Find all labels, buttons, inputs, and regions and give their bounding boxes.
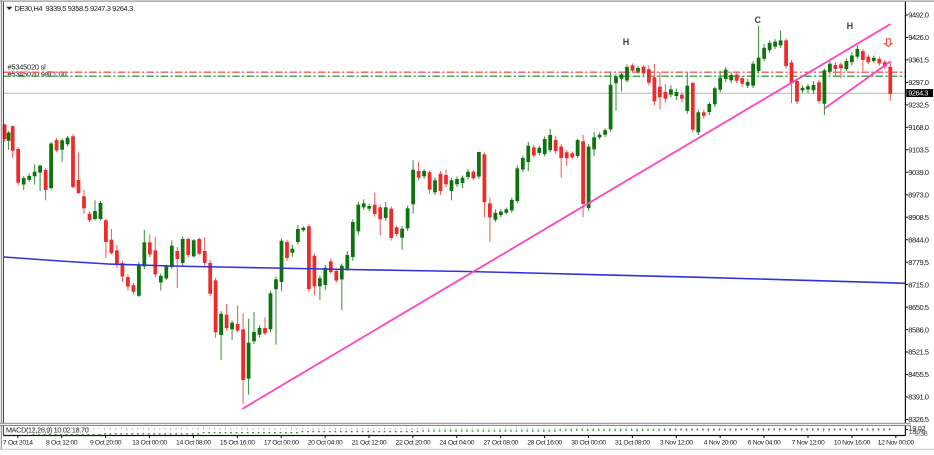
svg-text:9361.5: 9361.5: [908, 56, 929, 65]
svg-text:9264.3: 9264.3: [908, 89, 928, 98]
svg-text:H: H: [623, 37, 630, 47]
svg-text:13 Oct 00:00: 13 Oct 00:00: [132, 440, 167, 447]
svg-text:C: C: [755, 15, 762, 25]
svg-text:12 Nov 00:00: 12 Nov 00:00: [878, 440, 915, 447]
svg-text:4 Nov 20:00: 4 Nov 20:00: [704, 440, 737, 447]
svg-text:9 Oct 20:00: 9 Oct 20:00: [90, 440, 122, 447]
svg-text:8 Oct 12:00: 8 Oct 12:00: [46, 440, 78, 447]
svg-text:3 Nov 12:00: 3 Nov 12:00: [660, 440, 693, 447]
svg-text:9168.0: 9168.0: [908, 123, 929, 132]
svg-text:30 Oct 00:00: 30 Oct 00:00: [571, 440, 606, 447]
svg-text:9492.0: 9492.0: [908, 11, 929, 20]
svg-text:19.02: 19.02: [909, 424, 926, 433]
svg-text:9297.0: 9297.0: [908, 78, 929, 87]
svg-text:9039.0: 9039.0: [908, 168, 929, 177]
svg-text:18.70: 18.70: [909, 427, 926, 436]
svg-text:15 Oct 16:00: 15 Oct 16:00: [220, 440, 255, 447]
svg-text:8455.5: 8455.5: [908, 370, 929, 379]
svg-text:#5345020 sl: #5345020 sl: [8, 63, 47, 72]
svg-text:8908.5: 8908.5: [908, 213, 929, 222]
svg-text:8586.0: 8586.0: [908, 325, 929, 334]
svg-text:9426.0: 9426.0: [908, 33, 929, 42]
svg-text:21 Oct 12:00: 21 Oct 12:00: [352, 440, 387, 447]
svg-text:28 Oct 16:00: 28 Oct 16:00: [527, 440, 562, 447]
svg-text:9232.5: 9232.5: [908, 101, 929, 110]
svg-text:8326.5: 8326.5: [908, 415, 929, 424]
svg-text:24 Oct 04:00: 24 Oct 04:00: [439, 440, 474, 447]
svg-text:7 Nov 12:00: 7 Nov 12:00: [792, 440, 825, 447]
svg-text:22 Oct 20:00: 22 Oct 20:00: [396, 440, 431, 447]
svg-text:H: H: [847, 21, 854, 31]
svg-text:6 Nov 04:00: 6 Nov 04:00: [748, 440, 781, 447]
svg-text:8779.5: 8779.5: [908, 258, 929, 267]
svg-text:9.38: 9.38: [915, 429, 928, 438]
svg-text:8650.5: 8650.5: [908, 303, 929, 312]
svg-text:DE30,H4 9339.5 9358.5 9247.3: DE30,H4 9339.5 9358.5 9247.3 9264.3: [15, 4, 133, 13]
svg-text:#5345020 sell 1.00: #5345020 sell 1.00: [8, 69, 67, 78]
svg-text:8391.0: 8391.0: [908, 393, 929, 402]
svg-text:8715.0: 8715.0: [908, 280, 929, 289]
svg-text:27 Oct 08:00: 27 Oct 08:00: [483, 440, 518, 447]
svg-text:14 Oct 08:00: 14 Oct 08:00: [176, 440, 211, 447]
svg-text:8521.5: 8521.5: [908, 348, 929, 357]
svg-text:7 Oct 2014: 7 Oct 2014: [3, 440, 33, 447]
svg-text:10 Nov 16:00: 10 Nov 16:00: [834, 440, 871, 447]
svg-text:8844.0: 8844.0: [908, 235, 929, 244]
svg-text:9103.5: 9103.5: [908, 146, 929, 155]
svg-text:8973.0: 8973.0: [908, 191, 929, 200]
svg-text:20 Oct 04:00: 20 Oct 04:00: [308, 440, 343, 447]
svg-text:31 Oct 08:00: 31 Oct 08:00: [615, 440, 650, 447]
svg-text:17 Oct 00:00: 17 Oct 00:00: [264, 440, 299, 447]
svg-text:MACD(12,26,9) 10.02 18.70: MACD(12,26,9) 10.02 18.70: [6, 426, 89, 435]
